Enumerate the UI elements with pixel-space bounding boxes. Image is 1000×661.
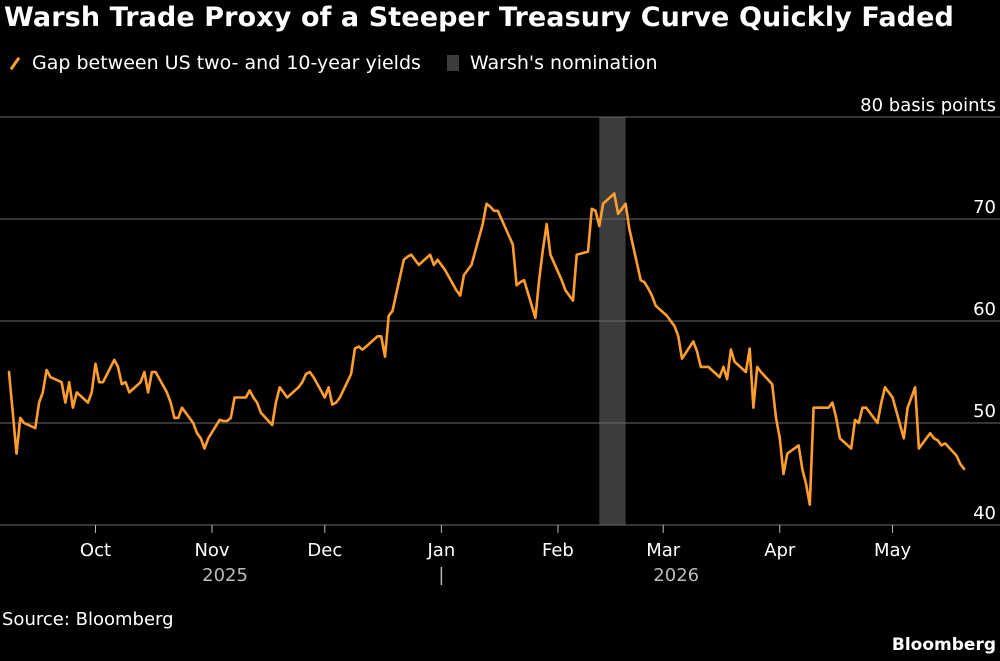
x-tick-label-mar: Mar [646, 540, 681, 561]
x-tick-label-apr: Apr [764, 540, 796, 561]
legend-label-yield-gap: Gap between US two- and 10-year yields [32, 52, 421, 74]
x-tick-label-oct: Oct [80, 540, 111, 561]
year-label-2025: 2025 [202, 565, 248, 586]
x-tick-label-may: May [874, 540, 912, 561]
y-tick-label-50: 50 [973, 401, 996, 422]
legend-shade-swatch [446, 55, 459, 71]
y-tick-label-70: 70 [973, 197, 996, 218]
legend-item-nomination: Warsh's nomination [446, 52, 658, 74]
x-tick-label-feb: Feb [542, 540, 574, 561]
x-tick-label-nov: Nov [194, 540, 229, 561]
legend: Gap between US two- and 10-year yields W… [6, 50, 684, 76]
source-note: Source: Bloomberg [2, 609, 174, 630]
x-tick-label-dec: Dec [307, 540, 342, 561]
series-line-yield-gap [7, 192, 966, 506]
y-tick-label-80: 80 basis points [860, 95, 996, 116]
legend-label-nomination: Warsh's nomination [469, 52, 658, 74]
chart-title: Warsh Trade Proxy of a Steeper Treasury … [4, 2, 954, 33]
legend-item-yield-gap: Gap between US two- and 10-year yields [6, 52, 421, 74]
year-label-2026: 2026 [653, 565, 699, 586]
y-tick-label-40: 40 [973, 503, 996, 524]
x-tick-label-jan: Jan [427, 540, 456, 561]
brand-logo-text: Bloomberg [891, 635, 996, 655]
y-tick-label-60: 60 [973, 299, 996, 320]
